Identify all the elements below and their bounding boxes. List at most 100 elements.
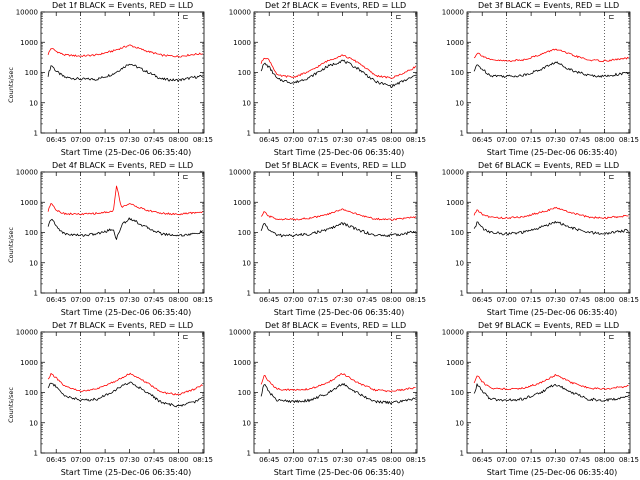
x-tick-label: 08:15 — [193, 296, 213, 304]
y-tick-label: 100 — [25, 69, 38, 77]
x-tick-label: 08:15 — [619, 296, 639, 304]
y-tick-label: 1 — [247, 130, 251, 138]
x-tick-label: 07:45 — [570, 136, 590, 144]
x-tick-label: 06:45 — [46, 296, 66, 304]
x-tick-label: 07:45 — [144, 136, 164, 144]
y-tick-label: 100 — [238, 229, 251, 237]
detector-panel: Det 3f BLACK = Events, RED = LLD Start Ti… — [426, 0, 639, 160]
y-tick-label: 1000 — [446, 199, 464, 207]
y-tick-label: 100 — [451, 389, 464, 397]
x-tick-label: 07:45 — [357, 296, 377, 304]
y-tick-label: 10000 — [16, 169, 38, 177]
y-tick-label: 1000 — [446, 359, 464, 367]
x-tick-label: 07:30 — [545, 456, 565, 464]
lld-series-line — [47, 44, 203, 58]
y-tick-label: 1 — [247, 290, 251, 298]
lld-series-line — [47, 372, 203, 396]
x-tick-label: 07:15 — [95, 136, 115, 144]
plot-svg: 1 10 100 1000 10000 06:45 07:00 07:15 07:30 07:45… — [16, 9, 213, 145]
y-tick-label: 10 — [242, 259, 251, 267]
x-tick-label: 07:30 — [332, 296, 352, 304]
panel-title: Det 3f BLACK = Events, RED = LLD — [478, 1, 620, 10]
corner-marker-icon: ⊏ — [608, 13, 614, 21]
events-series-line — [260, 383, 416, 405]
x-axis-label: Start Time (25-Dec-06 06:35:40) — [273, 308, 405, 317]
y-tick-label: 10000 — [229, 329, 251, 337]
panel-title: Det 2f BLACK = Events, RED = LLD — [265, 1, 407, 10]
lld-series-line — [473, 206, 629, 220]
y-tick-label: 10000 — [16, 9, 38, 17]
plot-svg: 1 10 100 1000 10000 06:45 07:00 07:15 07:30 07:45… — [442, 9, 639, 145]
y-tick-label: 10 — [455, 259, 464, 267]
x-tick-label: 08:15 — [193, 456, 213, 464]
y-tick-label: 10000 — [442, 9, 464, 17]
plot-svg: 1 10 100 1000 10000 06:45 07:00 07:15 07:30 07:45… — [229, 169, 426, 305]
panel-title: Det 4f BLACK = Events, RED = LLD — [52, 161, 194, 170]
x-tick-label: 06:45 — [46, 136, 66, 144]
corner-marker-icon: ⊏ — [395, 333, 401, 341]
corner-marker-icon: ⊏ — [182, 333, 188, 341]
corner-marker-icon: ⊏ — [395, 173, 401, 181]
x-tick-label: 07:00 — [284, 136, 304, 144]
y-tick-label: 1 — [34, 290, 38, 298]
x-tick-label: 07:00 — [71, 456, 91, 464]
x-axis-label: Start Time (25-Dec-06 06:35:40) — [60, 308, 192, 317]
plot-svg: 1 10 100 1000 10000 06:45 07:00 07:15 07:30 07:45… — [16, 329, 213, 465]
x-tick-label: 07:45 — [357, 136, 377, 144]
y-tick-label: 1000 — [20, 39, 38, 47]
y-tick-label: 1 — [34, 130, 38, 138]
y-tick-label: 10000 — [16, 329, 38, 337]
x-tick-label: 07:45 — [570, 296, 590, 304]
events-series-line — [473, 61, 629, 78]
x-tick-label: 07:45 — [570, 456, 590, 464]
x-tick-label: 07:15 — [95, 456, 115, 464]
plot-svg: 1 10 100 1000 10000 06:45 07:00 07:15 07:30 07:45… — [442, 169, 639, 305]
y-tick-label: 10 — [455, 419, 464, 427]
y-tick-label: 100 — [238, 69, 251, 77]
y-tick-label: 10 — [242, 99, 251, 107]
panel-title: Det 9f BLACK = Events, RED = LLD — [478, 321, 620, 330]
panel-title: Det 6f BLACK = Events, RED = LLD — [478, 161, 620, 170]
y-tick-label: 100 — [451, 69, 464, 77]
events-series-line — [47, 381, 203, 408]
x-tick-label: 08:00 — [381, 456, 401, 464]
corner-marker-icon: ⊏ — [608, 173, 614, 181]
y-tick-label: 1 — [247, 450, 251, 458]
plot-svg: 1 10 100 1000 10000 06:45 07:00 07:15 07:30 07:45… — [16, 169, 213, 305]
plot-frame — [40, 331, 205, 454]
x-tick-label: 07:30 — [119, 136, 139, 144]
y-tick-label: 10000 — [442, 329, 464, 337]
plot-svg: 1 10 100 1000 10000 06:45 07:00 07:15 07:30 07:45… — [229, 9, 426, 145]
x-tick-label: 07:00 — [497, 136, 517, 144]
x-tick-label: 06:45 — [259, 456, 279, 464]
detector-panel: Det 8f BLACK = Events, RED = LLD Start Ti… — [213, 320, 426, 480]
y-tick-label: 10000 — [442, 169, 464, 177]
lld-series-line — [260, 54, 416, 79]
x-tick-label: 08:15 — [406, 296, 426, 304]
x-tick-label: 08:15 — [619, 456, 639, 464]
x-axis-label: Start Time (25-Dec-06 06:35:40) — [273, 468, 405, 477]
x-tick-label: 07:30 — [545, 136, 565, 144]
x-tick-label: 06:45 — [46, 456, 66, 464]
lld-series-line — [47, 185, 203, 216]
corner-marker-icon: ⊏ — [608, 333, 614, 341]
x-tick-label: 07:00 — [497, 456, 517, 464]
y-tick-label: 1 — [460, 130, 464, 138]
lld-series-line — [473, 48, 629, 63]
detector-panel: Det 4f BLACK = Events, RED = LLD Start Ti… — [0, 160, 213, 320]
x-tick-label: 08:00 — [168, 136, 188, 144]
detector-panel: Det 9f BLACK = Events, RED = LLD Start Ti… — [426, 320, 639, 480]
y-tick-label: 10 — [455, 99, 464, 107]
x-tick-label: 07:15 — [521, 296, 541, 304]
x-tick-label: 07:00 — [71, 296, 91, 304]
events-series-line — [473, 383, 629, 402]
x-tick-label: 07:00 — [284, 296, 304, 304]
plot-frame — [466, 11, 631, 134]
x-tick-label: 07:30 — [119, 456, 139, 464]
x-tick-label: 07:30 — [119, 296, 139, 304]
x-axis-label: Start Time (25-Dec-06 06:35:40) — [60, 468, 192, 477]
plot-svg: 1 10 100 1000 10000 06:45 07:00 07:15 07:30 07:45… — [442, 329, 639, 465]
panel-title: Det 7f BLACK = Events, RED = LLD — [52, 321, 194, 330]
x-axis-label: Start Time (25-Dec-06 06:35:40) — [273, 148, 405, 157]
